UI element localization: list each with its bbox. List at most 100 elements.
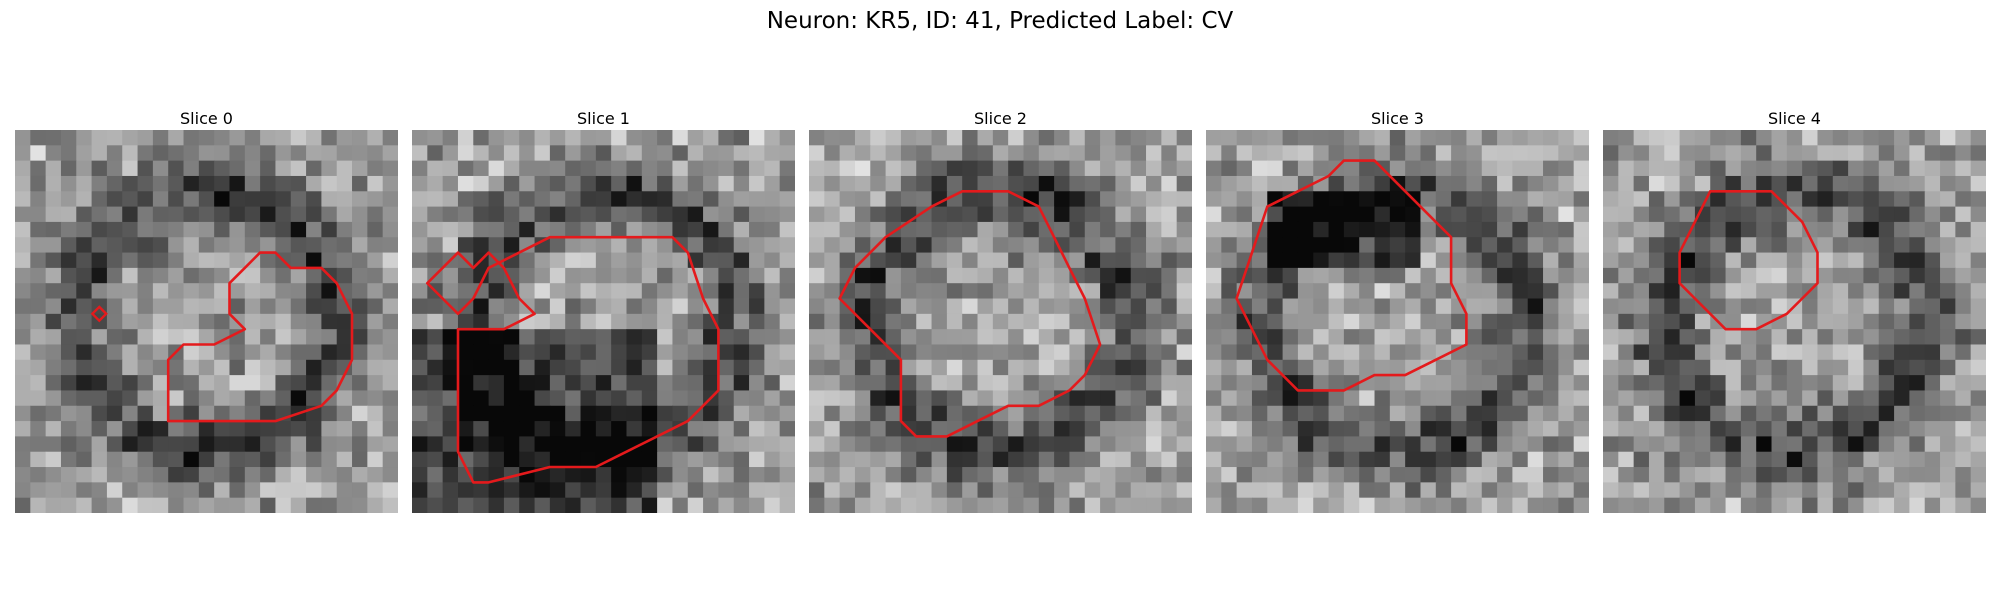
pixel <box>657 436 674 453</box>
pixel <box>15 206 31 223</box>
pixel <box>1909 237 1926 254</box>
pixel <box>1221 206 1238 223</box>
pixel <box>764 329 781 346</box>
pixel <box>1054 421 1071 437</box>
pixel <box>1863 313 1880 330</box>
pixel <box>290 160 307 177</box>
pixel <box>1420 191 1437 208</box>
pixel <box>1558 221 1575 238</box>
pixel <box>1618 482 1635 499</box>
pixel <box>1221 375 1238 392</box>
pixel <box>839 237 856 254</box>
pixel <box>1297 497 1314 513</box>
pixel <box>321 130 338 146</box>
pixel <box>1802 267 1819 284</box>
pixel <box>473 175 490 192</box>
pixel <box>1512 191 1529 208</box>
pixel <box>1558 497 1575 513</box>
pixel <box>473 298 490 315</box>
pixel <box>1832 206 1849 223</box>
pixel <box>1527 497 1544 513</box>
pixel <box>1374 206 1391 223</box>
pixel <box>687 390 704 407</box>
pixel <box>1955 145 1972 162</box>
pixel <box>1146 206 1162 223</box>
pixel <box>183 359 200 376</box>
pixel <box>352 191 368 208</box>
pixel <box>580 436 597 453</box>
pixel <box>1069 329 1086 346</box>
pixel <box>854 298 871 315</box>
pixel <box>703 160 719 177</box>
pixel <box>1069 313 1086 330</box>
pixel <box>1343 267 1360 284</box>
pixel <box>1374 359 1391 376</box>
pixel <box>703 191 719 208</box>
pixel <box>137 283 154 300</box>
pixel <box>1420 237 1437 254</box>
pixel <box>1481 451 1498 468</box>
pixel <box>1297 467 1314 483</box>
pixel <box>1786 421 1803 437</box>
pixel <box>519 283 536 300</box>
pixel <box>290 482 307 499</box>
pixel <box>931 375 948 392</box>
pixel <box>565 421 582 437</box>
pixel <box>412 252 428 269</box>
pixel <box>1069 191 1086 208</box>
pixel <box>1374 298 1391 315</box>
pixel <box>1054 467 1071 483</box>
pixel <box>1069 283 1086 300</box>
pixel <box>352 283 368 300</box>
pixel <box>91 329 108 346</box>
pixel <box>1161 344 1178 361</box>
pixel <box>275 160 292 177</box>
pixel <box>290 451 307 468</box>
pixel <box>152 451 169 468</box>
pixel <box>1694 467 1711 483</box>
pixel <box>45 252 62 269</box>
pixel <box>382 359 398 376</box>
pixel <box>412 283 428 300</box>
pixel <box>427 329 444 346</box>
pixel <box>1527 206 1544 223</box>
pixel <box>1161 206 1178 223</box>
pixel <box>457 497 474 513</box>
pixel <box>641 451 658 468</box>
pixel <box>1206 191 1222 208</box>
pixel <box>854 436 871 453</box>
pixel <box>1405 160 1422 177</box>
pixel <box>1023 344 1040 361</box>
pixel <box>703 467 719 483</box>
pixel <box>1282 421 1299 437</box>
pixel <box>1297 252 1314 269</box>
pixel <box>1161 160 1178 177</box>
pixel <box>457 313 474 330</box>
pixel <box>1756 267 1773 284</box>
pixel <box>1543 175 1559 192</box>
pixel <box>382 451 398 468</box>
pixel <box>1130 206 1147 223</box>
pixel <box>1313 313 1330 330</box>
pixel <box>626 313 643 330</box>
pixel <box>1878 145 1895 162</box>
pixel <box>412 421 428 437</box>
pixel <box>733 390 750 407</box>
pixel <box>1389 145 1406 162</box>
pixel <box>1420 221 1437 238</box>
pixel <box>1771 451 1788 468</box>
pixel <box>427 313 444 330</box>
pixel <box>1130 145 1147 162</box>
pixel <box>30 145 47 162</box>
pixel <box>321 329 338 346</box>
pixel <box>1267 145 1284 162</box>
pixel <box>1817 175 1834 192</box>
pixel <box>839 175 856 192</box>
pixel <box>1359 482 1376 499</box>
pixel <box>611 344 628 361</box>
pixel <box>519 451 536 468</box>
pixel <box>870 344 887 361</box>
pixel <box>657 497 674 513</box>
pixel <box>30 130 47 146</box>
pixel <box>275 375 292 392</box>
